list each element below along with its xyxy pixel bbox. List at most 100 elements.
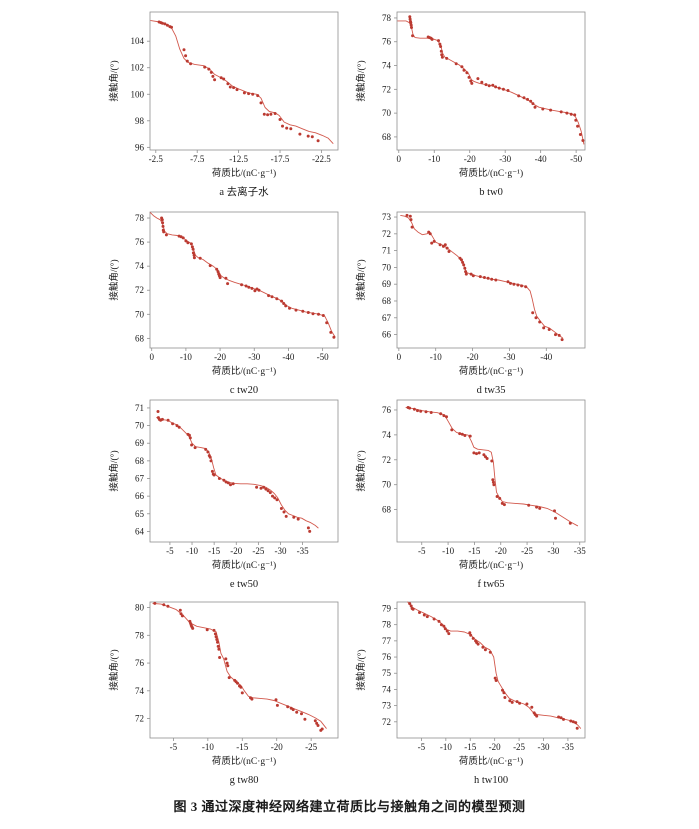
- data-point: [211, 74, 215, 78]
- data-point: [170, 25, 173, 29]
- x-tick-label: -40: [535, 154, 547, 164]
- y-tick-label: 70: [382, 262, 392, 272]
- x-tick-label: -35: [562, 742, 574, 752]
- data-point: [478, 275, 482, 279]
- y-tick-label: 76: [382, 652, 392, 662]
- data-point: [215, 638, 219, 641]
- data-point: [250, 286, 254, 290]
- data-point: [516, 283, 520, 287]
- data-point: [447, 250, 451, 253]
- data-point: [229, 483, 232, 487]
- data-point: [286, 705, 290, 709]
- data-point: [574, 118, 578, 122]
- data-point: [492, 483, 496, 487]
- data-point: [463, 266, 467, 270]
- y-tick-label: 98: [135, 116, 145, 126]
- data-point: [198, 256, 202, 260]
- data-point: [317, 312, 320, 316]
- x-tick-label: -50: [317, 352, 329, 362]
- data-point: [316, 139, 320, 143]
- x-tick-label: -35: [297, 546, 309, 556]
- data-point: [477, 451, 481, 455]
- data-point: [214, 635, 218, 639]
- data-point: [447, 632, 451, 636]
- data-point: [321, 314, 325, 317]
- x-tick-label: -5: [166, 546, 174, 556]
- data-point: [191, 626, 195, 630]
- data-point: [189, 62, 193, 66]
- data-point: [332, 335, 336, 339]
- data-point: [468, 434, 472, 438]
- data-point: [443, 627, 447, 631]
- x-tick-label: -40: [540, 352, 552, 362]
- data-point: [491, 83, 495, 87]
- data-point: [437, 39, 440, 43]
- data-point: [193, 446, 197, 450]
- plot-frame: [396, 211, 586, 349]
- data-point: [460, 432, 464, 436]
- model-line: [405, 407, 579, 527]
- y-tick-label: 78: [135, 213, 145, 223]
- data-point: [440, 53, 444, 57]
- subplot-g-plot: -5 -10 -15 -20 -25 72 74 76 78 80 荷质比/(nC·g⁻¹) 接触角/…: [108, 601, 339, 786]
- data-point: [535, 505, 539, 509]
- y-tick-label: 104: [131, 36, 145, 46]
- data-point: [538, 506, 542, 510]
- data-point: [439, 412, 443, 416]
- y-axis-label: 接触角/(°): [355, 60, 367, 101]
- y-tick-label: 67: [382, 313, 392, 323]
- data-point: [244, 284, 248, 288]
- data-point: [454, 62, 458, 66]
- data-point: [494, 85, 498, 89]
- y-axis-label: 接触角/(°): [355, 259, 367, 300]
- data-point: [192, 253, 196, 257]
- data-point: [325, 321, 329, 325]
- x-tick-label: -15: [208, 546, 220, 556]
- data-point: [228, 85, 232, 89]
- y-tick-label: 68: [382, 505, 392, 515]
- data-point: [483, 648, 487, 652]
- data-point: [408, 17, 412, 21]
- data-point: [273, 112, 277, 115]
- data-point: [203, 65, 207, 69]
- subplot-label: e tw50: [230, 579, 258, 590]
- data-point: [559, 110, 563, 114]
- data-point: [432, 617, 436, 621]
- data-point: [218, 656, 222, 659]
- x-tick-label: -20: [489, 742, 501, 752]
- data-point: [502, 691, 506, 695]
- data-point: [501, 87, 505, 91]
- y-axis-label: 接触角/(°): [108, 450, 120, 491]
- y-tick-label: 70: [135, 309, 145, 319]
- data-point: [534, 316, 538, 320]
- data-point: [251, 92, 255, 96]
- x-tick-label: -35: [574, 546, 586, 556]
- x-tick-label: -25: [513, 742, 525, 752]
- data-point: [542, 326, 546, 330]
- data-point: [518, 701, 522, 705]
- plot-frame: [149, 211, 339, 349]
- y-tick-label: 72: [382, 84, 391, 94]
- data-point: [255, 485, 259, 489]
- data-point: [291, 708, 295, 712]
- data-point: [535, 714, 539, 718]
- x-axis-label: 荷质比/(nC·g⁻¹): [459, 365, 523, 377]
- data-point: [259, 101, 263, 105]
- x-axis-label: 荷质比/(nC·g⁻¹): [212, 559, 276, 571]
- data-point: [266, 113, 270, 117]
- data-point: [208, 264, 212, 268]
- x-tick-label: -10: [180, 352, 192, 362]
- x-axis-label: 荷质比/(nC·g⁻¹): [212, 365, 276, 377]
- data-point: [460, 258, 463, 262]
- x-tick-label: -30: [499, 154, 511, 164]
- data-point: [408, 15, 412, 19]
- data-point: [239, 685, 243, 689]
- data-point: [298, 132, 302, 136]
- data-point: [472, 451, 476, 455]
- y-tick-label: 69: [135, 438, 145, 448]
- data-point: [527, 503, 531, 507]
- y-tick-label: 80: [135, 603, 145, 613]
- x-tick-label: -15: [464, 742, 476, 752]
- y-tick-label: 77: [382, 636, 392, 646]
